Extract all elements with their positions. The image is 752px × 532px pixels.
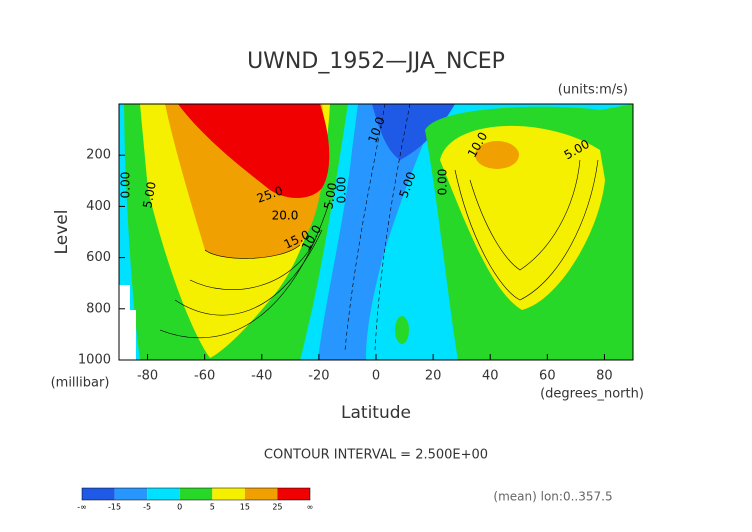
y-tick-label: 800 [86, 301, 111, 316]
y-tick-label: 600 [86, 250, 111, 265]
x-tick-label: -60 [194, 369, 215, 384]
colorbar-swatch [147, 488, 180, 500]
colorbar-label: 25 [272, 503, 282, 512]
contour-interval: CONTOUR INTERVAL = 2.500E+00 [264, 448, 488, 463]
colorbar-swatch [114, 488, 148, 500]
y-tick-label: 400 [86, 199, 111, 214]
y-tick-label: 1000 [78, 353, 111, 368]
missing-region [119, 285, 136, 360]
x-axis-label: Latitude [341, 403, 411, 423]
contour-field [118, 103, 634, 361]
chart-title: UWND_1952—JJA_NCEP [247, 49, 505, 74]
mean-note: (mean) lon:0..357.5 [493, 490, 612, 504]
contour-label: 20.0 [272, 209, 299, 223]
field-region [318, 104, 440, 360]
contour-lines [159, 103, 599, 351]
x-tick-label: 40 [482, 369, 499, 384]
field-region [178, 104, 330, 198]
x-tick-label: 0 [372, 369, 380, 384]
contour-label: 5.00 [321, 182, 339, 211]
units-label: (units:m/s) [558, 83, 628, 98]
colorbar-label: 5 [210, 503, 215, 512]
colorbar-label: ∞ [307, 503, 314, 512]
colorbar-label: 15 [240, 503, 250, 512]
x-axis-unit: (degrees_north) [540, 387, 644, 402]
x-tick-label: 20 [425, 369, 442, 384]
x-tick-label: -80 [137, 369, 158, 384]
field-region [475, 141, 519, 169]
colorbar-frame [81, 487, 311, 501]
colorbar-swatch [212, 488, 245, 500]
y-axis-label: Level [52, 210, 72, 255]
y-axis-unit: (millibar) [51, 376, 110, 391]
colorbar-swatch [179, 488, 213, 500]
x-tick-label: 60 [539, 369, 556, 384]
contour-label: 5.00 [140, 181, 158, 210]
colorbar-swatch [244, 488, 278, 500]
colorbar-swatch [82, 488, 115, 500]
field-region [440, 125, 605, 310]
field-region [395, 316, 409, 344]
contour-label: 0.00 [436, 169, 450, 196]
colorbar-label: 0 [177, 503, 182, 512]
contour-label: 0.00 [335, 177, 349, 204]
contour-label: 0.00 [119, 172, 133, 199]
colorbar-label: -∞ [77, 503, 87, 512]
x-tick-label: -20 [308, 369, 329, 384]
colorbar-swatch [277, 488, 310, 500]
field-region [372, 104, 455, 160]
y-tick-label: 200 [86, 148, 111, 163]
colorbar-label: -5 [143, 503, 151, 512]
x-tick-label: 80 [596, 369, 613, 384]
colorbar-label: -15 [108, 503, 121, 512]
x-tick-label: -40 [251, 369, 272, 384]
